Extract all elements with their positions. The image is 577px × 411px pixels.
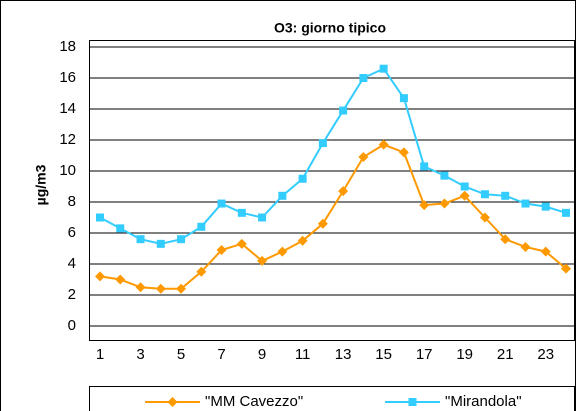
x-tick-label: 9: [258, 346, 266, 363]
marker: [359, 74, 368, 82]
marker: [197, 222, 206, 231]
y-tick-label: 12: [59, 131, 76, 148]
legend-label: "Mirandola": [445, 393, 522, 410]
y-tick-label: 6: [68, 224, 76, 241]
y-tick-label: 18: [59, 38, 76, 55]
y-tick-label: 4: [68, 255, 76, 272]
marker: [116, 224, 125, 233]
x-tick-label: 13: [335, 346, 352, 363]
marker: [339, 106, 348, 115]
marker: [540, 246, 551, 257]
x-tick-label: 3: [136, 346, 144, 363]
marker: [521, 199, 530, 208]
x-tick-label: 15: [375, 346, 392, 363]
marker: [318, 139, 327, 148]
x-tick-label: 21: [497, 346, 514, 363]
x-tick-label: 17: [416, 346, 433, 363]
marker: [379, 64, 388, 73]
marker: [479, 212, 490, 223]
marker: [176, 283, 187, 294]
marker: [420, 162, 429, 171]
marker: [96, 213, 104, 222]
marker: [278, 191, 287, 200]
marker: [135, 282, 146, 293]
marker: [541, 202, 550, 211]
legend-label: "MM Cavezzo": [205, 393, 303, 410]
marker: [196, 266, 207, 277]
marker: [378, 139, 389, 150]
marker: [257, 255, 268, 266]
x-tick-label: 5: [177, 346, 185, 363]
marker: [338, 186, 349, 197]
marker: [297, 235, 308, 246]
y-tick-label: 2: [68, 286, 76, 303]
marker: [317, 218, 328, 229]
marker: [501, 191, 510, 200]
y-tick-label: 8: [68, 193, 76, 210]
marker: [358, 152, 369, 163]
legend: [89, 386, 575, 411]
marker: [217, 199, 226, 208]
marker: [156, 239, 165, 248]
x-tick-label: 19: [456, 346, 473, 363]
marker: [480, 190, 489, 199]
marker: [460, 182, 469, 191]
marker: [399, 94, 408, 103]
y-tick-label: 10: [59, 162, 76, 179]
marker: [216, 245, 227, 256]
chart-title: O3: giorno tipico: [274, 20, 386, 36]
marker: [440, 171, 449, 180]
plot-frame: [89, 40, 575, 341]
marker: [398, 147, 409, 158]
marker: [177, 235, 186, 244]
y-axis-label: µg/m3: [33, 164, 49, 205]
marker: [561, 263, 571, 274]
marker: [95, 271, 105, 282]
marker: [155, 283, 166, 294]
marker: [167, 397, 178, 407]
x-tick-label: 11: [295, 346, 311, 363]
marker: [459, 190, 470, 201]
marker: [439, 198, 450, 209]
marker: [236, 238, 247, 249]
y-tick-label: 16: [59, 69, 76, 86]
x-tick-label: 1: [96, 346, 104, 363]
marker: [562, 208, 570, 217]
marker: [237, 208, 246, 217]
marker: [408, 398, 417, 406]
marker: [115, 274, 126, 285]
x-tick-label: 23: [537, 346, 554, 363]
marker: [258, 213, 267, 222]
marker: [500, 234, 511, 245]
x-tick-label: 7: [217, 346, 225, 363]
marker: [277, 246, 288, 257]
marker: [298, 174, 307, 183]
marker: [136, 235, 145, 244]
marker: [419, 200, 430, 211]
y-tick-label: 14: [59, 100, 76, 117]
y-tick-label: 0: [68, 317, 76, 334]
marker: [520, 241, 531, 252]
